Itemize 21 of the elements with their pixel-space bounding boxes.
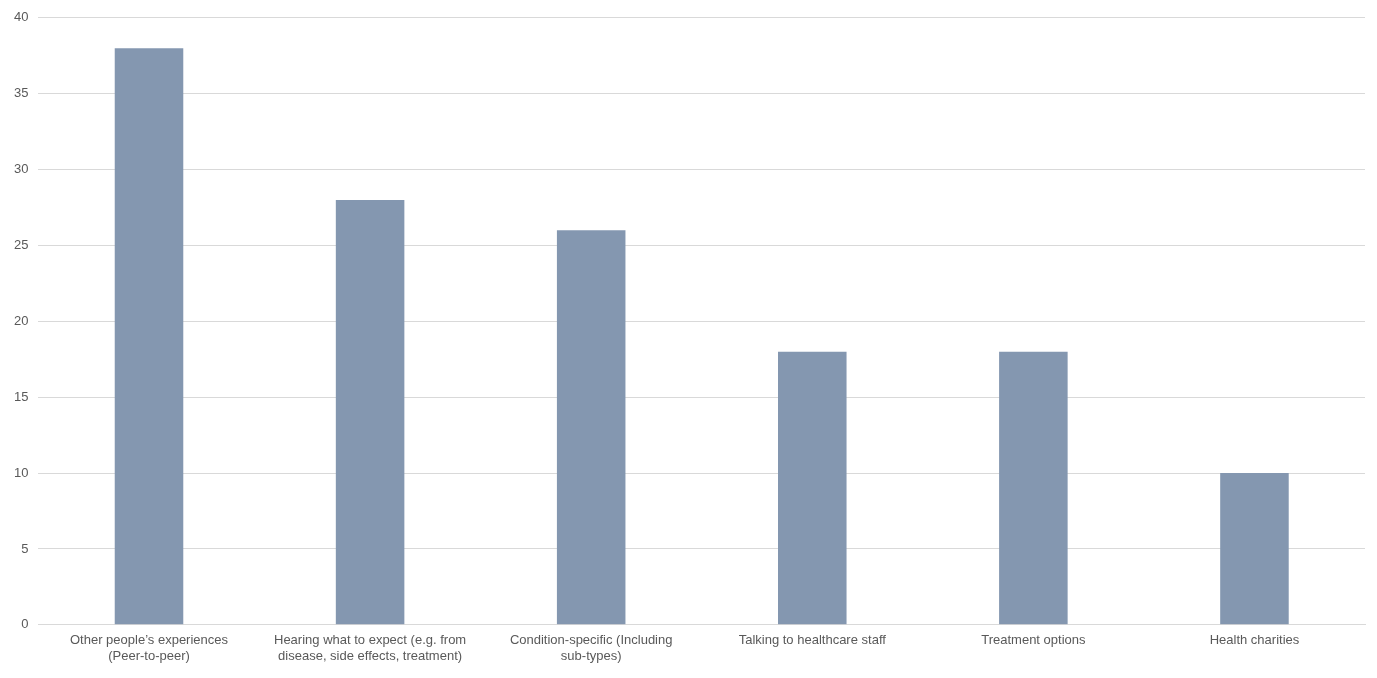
bar: [335, 199, 405, 625]
y-tick-label: 15: [13, 388, 29, 404]
y-tick-label: 20: [13, 312, 29, 328]
x-tick-label: Other people’s experiences (Peer-to-peer): [69, 632, 229, 663]
x-tick-label: Treatment options: [981, 632, 1087, 648]
y-tick-label: 40: [13, 9, 29, 25]
y-tick-label: 10: [13, 464, 29, 480]
y-tick-label: 35: [13, 85, 29, 101]
y-tick-label: 5: [21, 540, 29, 556]
x-tick-label: Health charities: [1209, 632, 1300, 648]
y-tick-label: 30: [13, 161, 29, 177]
x-tick-label: Talking to healthcare staff: [738, 632, 887, 648]
bar: [1220, 473, 1289, 625]
bar: [556, 230, 626, 625]
y-tick-label: 25: [13, 237, 29, 252]
bar: [114, 48, 184, 625]
x-tick-label: Hearing what to expect (e.g. from disease, side effects, treatment): [273, 632, 467, 663]
y-tick-label: 0: [21, 616, 29, 632]
x-tick-label: Condition-specific (Including sub-types): [509, 632, 673, 663]
bar: [778, 351, 847, 625]
bar: [999, 351, 1068, 625]
